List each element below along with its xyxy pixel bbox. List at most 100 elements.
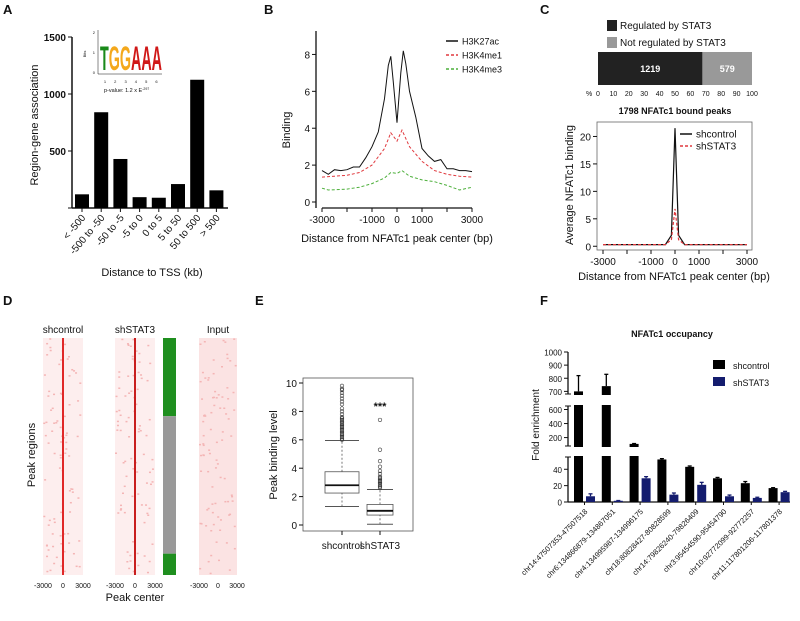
- f-ytick-label: 200: [549, 434, 563, 443]
- c-xlabel: Distance from NFATc1 peak center (bp): [578, 271, 770, 283]
- heatmap-speck: [143, 555, 146, 557]
- heatmap-speck: [46, 354, 49, 356]
- e-significance: ***: [374, 401, 388, 413]
- d-xtick-label: -3000: [190, 583, 208, 590]
- e-ytick-label: 2: [291, 493, 297, 504]
- heatmap-speck: [209, 428, 212, 431]
- heatmap-speck: [116, 420, 119, 423]
- motif-pvalue: p-value: 1.2 x E-297: [104, 87, 149, 94]
- heatmap-speck: [218, 559, 221, 562]
- heatmap-speck: [213, 404, 216, 407]
- e-outlier: [339, 430, 345, 435]
- heatmap-speck: [47, 524, 50, 526]
- heatmap-speck: [49, 349, 52, 352]
- c-xtick-label: 20: [625, 91, 633, 98]
- heatmap-speck: [59, 392, 62, 395]
- c-xtick-label: -1000: [638, 257, 664, 268]
- heatmap-speck: [48, 390, 51, 393]
- heatmap-speck: [207, 507, 210, 510]
- e-outlier: [339, 433, 345, 438]
- f-bar-shstat3: [780, 492, 790, 502]
- e-outlier: [339, 427, 345, 432]
- f-axis-break: [569, 395, 789, 405]
- heatmap-speck: [221, 439, 224, 441]
- f-ytick-label: 40: [553, 466, 562, 475]
- heatmap-speck: [226, 357, 229, 360]
- heatmap-speck: [51, 430, 54, 432]
- heatmap-speck: [135, 461, 138, 464]
- heatmap-speck: [78, 565, 81, 568]
- heatmap-speck: [212, 372, 215, 375]
- heatmap-speck: [204, 377, 207, 379]
- heatmap-speck: [125, 475, 128, 478]
- heatmap-speck: [137, 493, 140, 495]
- heatmap-speck: [215, 541, 218, 543]
- heatmap-speck: [60, 565, 63, 567]
- b-ytick-label: 0: [304, 198, 310, 209]
- heatmap-speck: [68, 375, 71, 377]
- c-legend-label: shcontrol: [696, 130, 737, 141]
- heatmap-speck: [68, 542, 71, 544]
- heatmap-speck: [126, 551, 129, 553]
- heatmap-speck: [208, 452, 211, 455]
- f-ytick-label: 700: [549, 388, 563, 397]
- c-xtick-label: 3000: [736, 257, 759, 268]
- heatmap-speck: [65, 441, 68, 444]
- a-bar: [151, 197, 166, 208]
- heatmap-speck: [132, 570, 135, 573]
- f-ytick-label: 0: [558, 499, 563, 508]
- a-ytick-label: 1500: [44, 33, 67, 44]
- heatmap-speck: [204, 415, 207, 417]
- heatmap-speck: [138, 425, 141, 427]
- panel-label-a: A: [3, 2, 13, 17]
- heatmap-speck: [210, 529, 213, 532]
- heatmap-speck: [59, 426, 62, 429]
- c-xtick-label: 80: [717, 91, 725, 98]
- heatmap-speck: [58, 363, 61, 366]
- heatmap-speck: [210, 411, 213, 414]
- heatmap-center-signal: [62, 338, 64, 575]
- heatmap-speck: [44, 434, 47, 437]
- heatmap-speck: [221, 431, 224, 433]
- heatmap-speck: [53, 518, 56, 520]
- heatmap-speck: [199, 343, 202, 345]
- heatmap-speck: [151, 468, 154, 470]
- panel-label-e: E: [255, 293, 264, 308]
- heatmap-speck: [202, 434, 205, 437]
- e-outlier: [339, 383, 345, 388]
- heatmap-speck: [63, 533, 66, 535]
- annotation-bar-regulated: [163, 553, 176, 575]
- b-ytick-label: 2: [304, 161, 310, 172]
- heatmap-speck: [60, 542, 63, 545]
- f-legend-shcontrol: shcontrol: [733, 361, 770, 371]
- heatmap-speck: [75, 565, 78, 568]
- f-bar-shcontrol: [657, 459, 667, 502]
- d-ylabel: Peak regions: [26, 422, 38, 487]
- f-bar-shcontrol: [740, 483, 750, 502]
- heatmap-speck: [124, 460, 127, 463]
- c-xtick-label: 0: [596, 91, 600, 98]
- heatmap-speck: [151, 543, 154, 545]
- e-box-shstat3: [366, 504, 394, 516]
- heatmap-speck: [115, 410, 118, 413]
- f-ytick-label: 600: [549, 406, 563, 415]
- heatmap-speck: [207, 470, 210, 473]
- c-ytick-label: 5: [585, 215, 591, 226]
- c-segment-label: 579: [720, 64, 735, 74]
- heatmap-speck: [131, 355, 134, 358]
- heatmap-speck: [119, 509, 122, 511]
- heatmap-speck: [217, 516, 220, 518]
- heatmap-speck: [208, 449, 211, 451]
- heatmap-speck: [234, 364, 237, 367]
- heatmap-speck: [63, 550, 66, 553]
- d-title-shcontrol: shcontrol: [43, 325, 84, 336]
- heatmap-speck: [127, 344, 130, 346]
- d-xtick-label: 0: [216, 583, 220, 590]
- f-axis-break: [569, 447, 789, 456]
- c-segment-label: 1219: [640, 64, 660, 74]
- heatmap-speck: [219, 476, 222, 479]
- e-outlier: [377, 471, 383, 476]
- heatmap-speck: [137, 371, 140, 374]
- heatmap-speck: [115, 452, 118, 454]
